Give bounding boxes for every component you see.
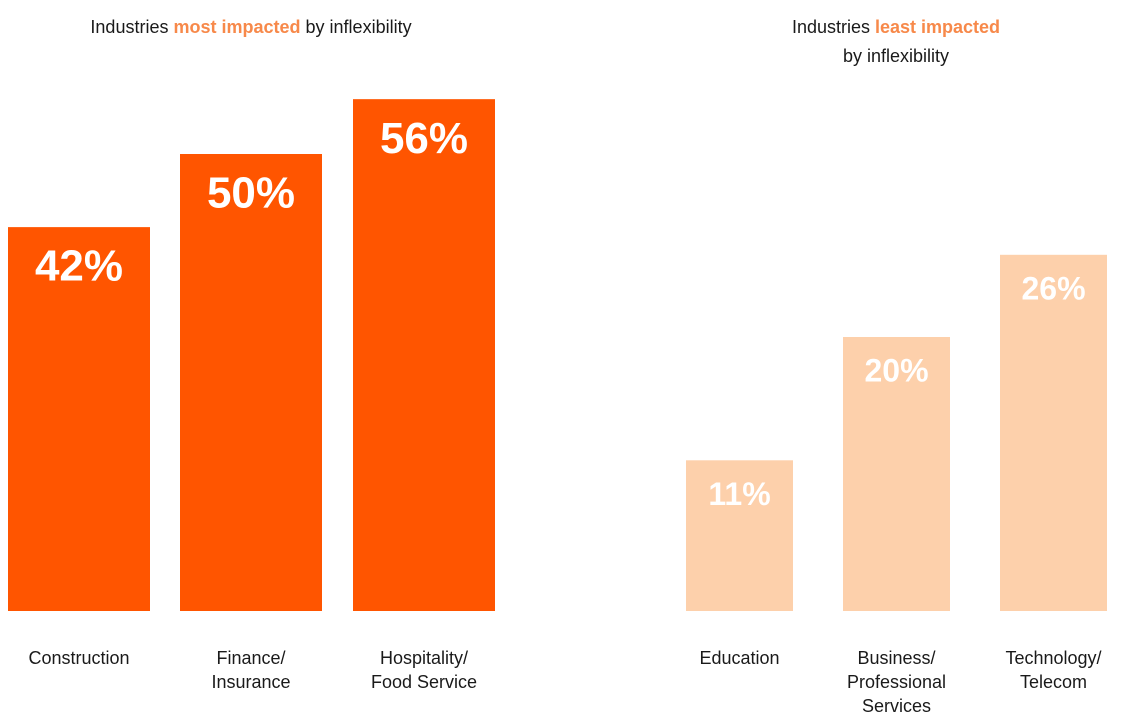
title-part: Industries <box>792 17 870 37</box>
bar <box>843 337 950 611</box>
value-label: 26% <box>1021 270 1085 306</box>
x-tick-label: Business/ <box>857 648 935 668</box>
chart-title: by inflexibility <box>843 46 949 66</box>
x-tick-label: Technology/ <box>1005 648 1101 668</box>
title-part: Industries <box>90 17 168 37</box>
bar <box>1000 254 1107 612</box>
value-label: 20% <box>864 352 928 388</box>
value-label: 50% <box>207 169 295 218</box>
x-tick-label: Education <box>699 648 779 668</box>
x-tick-label: Finance/ <box>216 648 285 668</box>
value-label: 11% <box>708 476 770 512</box>
title-highlight: most impacted <box>173 17 300 37</box>
bar <box>180 154 322 611</box>
x-tick-label: Services <box>862 696 931 716</box>
value-label: 56% <box>380 114 468 163</box>
title-highlight: least impacted <box>875 17 1000 37</box>
x-tick-label: Food Service <box>371 672 477 692</box>
x-tick-label: Insurance <box>211 672 290 692</box>
bar <box>353 99 495 611</box>
title-part: by inflexibility <box>306 17 412 37</box>
x-tick-label: Professional <box>847 672 946 692</box>
bar <box>8 227 150 611</box>
x-tick-label: Hospitality/ <box>380 648 468 668</box>
x-tick-label: Telecom <box>1020 672 1087 692</box>
bar <box>686 460 793 611</box>
x-tick-label: Construction <box>28 648 129 668</box>
value-label: 42% <box>35 242 123 291</box>
chart-title: Industries most impacted by inflexibilit… <box>90 17 411 37</box>
chart-title: Industries least impacted <box>792 17 1000 37</box>
